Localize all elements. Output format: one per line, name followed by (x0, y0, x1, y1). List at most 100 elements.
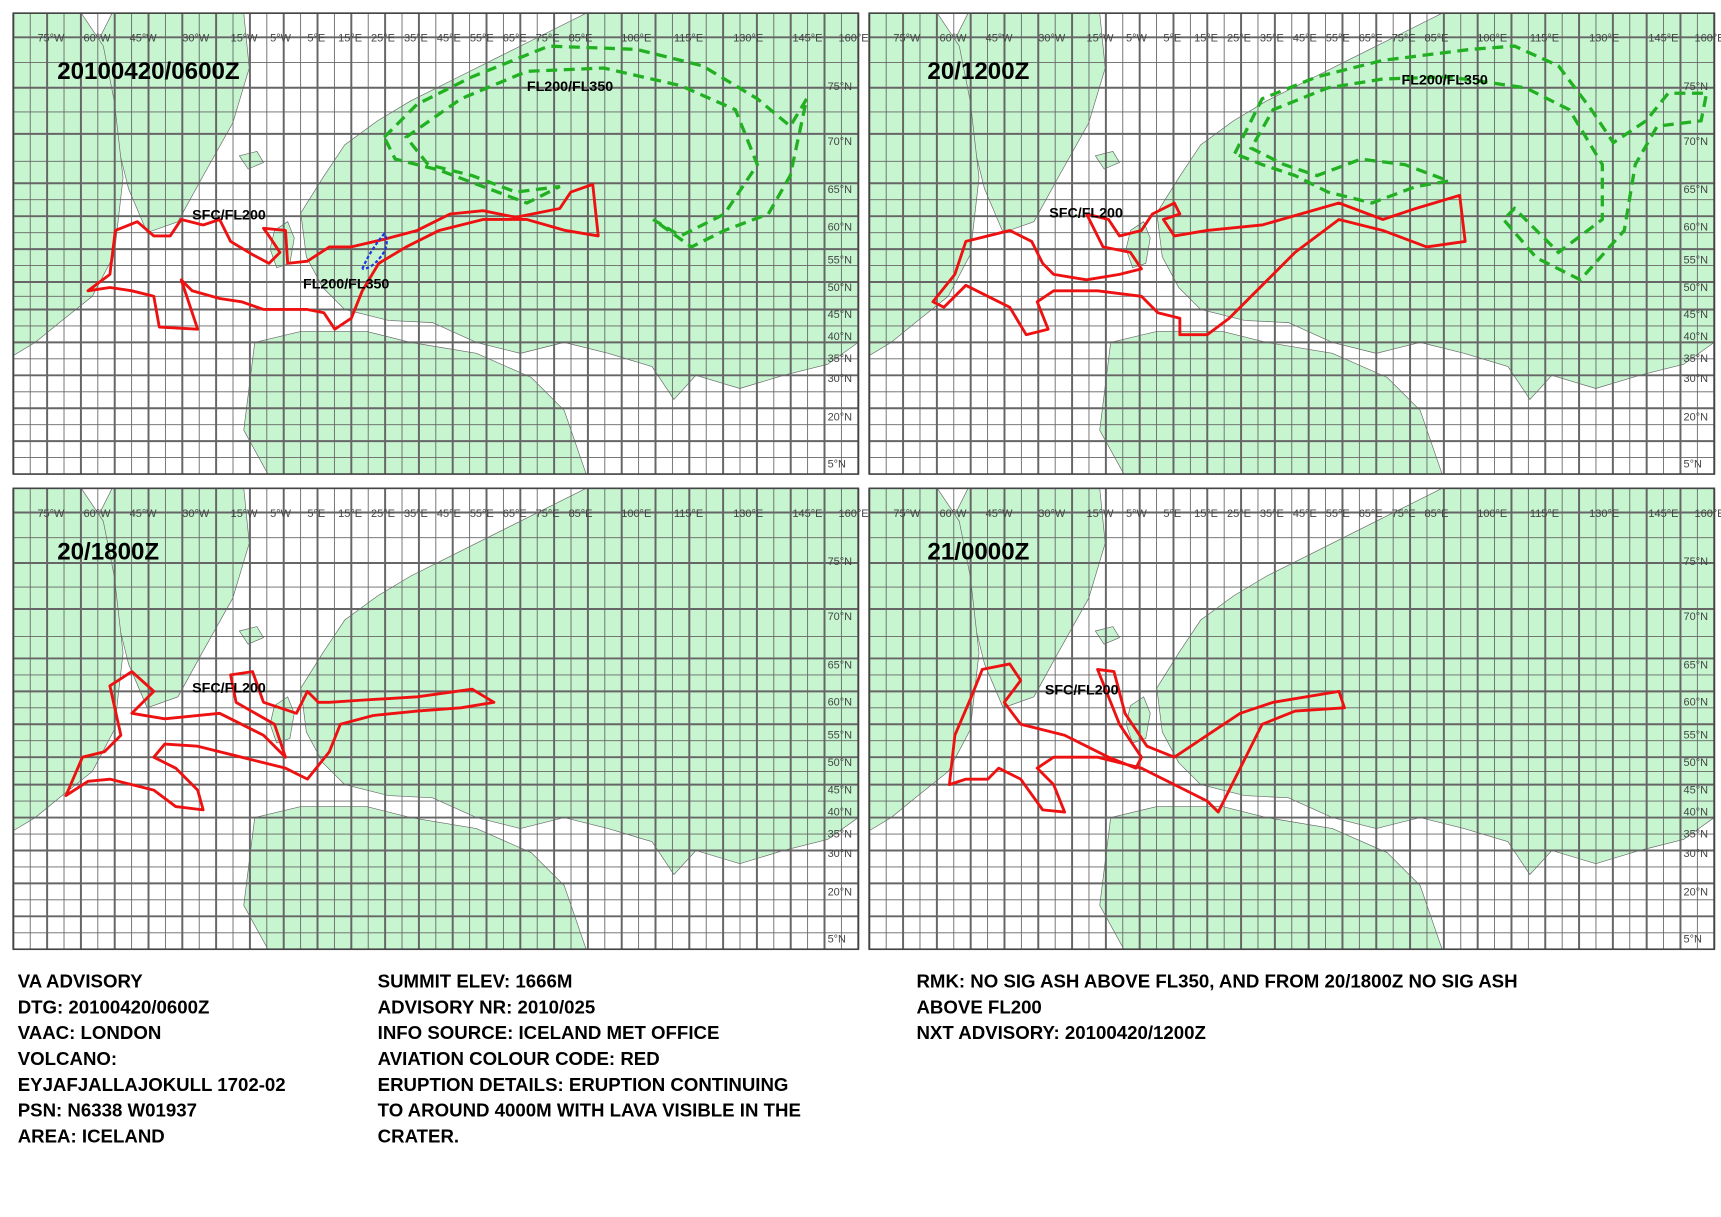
longitude-label: 30°W (1038, 508, 1066, 520)
longitude-label: 115°E (674, 508, 703, 520)
latitude-label: 50°N (1684, 282, 1709, 294)
latitude-label: 45°N (828, 309, 853, 321)
latitude-label: 20°N (1684, 886, 1709, 898)
map-panel: 75°W 60°W 45°W 30°W 15°W 5°W 5°E 15°E 25°E 35°E 45… (868, 487, 1721, 951)
ash-area-low (947, 662, 1346, 814)
longitude-label: 75°W (37, 508, 65, 520)
latitude-label: 50°N (828, 757, 853, 769)
land (243, 331, 587, 475)
latitude-label: 50°N (828, 282, 853, 294)
land (243, 806, 587, 950)
map-panel: 75°W 60°W 45°W 30°W 15°W 5°W 5°E 15°E 25°E 35°E 45… (12, 487, 869, 951)
longitude-label: 100°E (621, 33, 651, 45)
latitude-label: 60°N (1684, 697, 1709, 709)
longitude-label: 60°W (940, 508, 968, 520)
longitude-label: 45°E (1293, 33, 1317, 45)
longitude-label: 145°E (1648, 33, 1678, 45)
latitude-label: 5°N (828, 458, 846, 470)
land (1099, 331, 1443, 475)
longitude-label: 35°E (1260, 33, 1284, 45)
map-panel: 75°W 60°W 45°W 30°W 15°W 5°W 5°E 15°E 25°E 35°E 45… (12, 12, 869, 475)
latitude-label: 30°N (1684, 373, 1709, 385)
latitude-label: 75°N (1684, 556, 1709, 568)
longitude-label: 55°E (1326, 508, 1350, 520)
longitude-label: 145°E (1648, 508, 1678, 520)
level-label: SFC/FL200 (1049, 205, 1123, 221)
latitude-label: 70°N (1684, 136, 1709, 148)
longitude-label: 5°W (270, 33, 291, 45)
panel-frame (12, 487, 860, 951)
latitude-label: 45°N (1684, 784, 1709, 796)
longitude-label: 85°E (1425, 33, 1449, 45)
level-label: FL200/FL350 (1402, 72, 1488, 88)
latitude-label: 70°N (828, 136, 853, 148)
longitude-label: 65°E (503, 33, 527, 45)
longitude-label: 75°W (893, 33, 921, 45)
latitude-label: 65°N (1684, 184, 1709, 196)
latitude-label: 30°N (828, 848, 853, 860)
latitude-label: 75°N (828, 81, 853, 93)
panel-frame (12, 12, 860, 475)
longitude-label: 160°E (839, 33, 869, 45)
ash-area-high (1232, 44, 1709, 282)
advisory-line: VAAC: LONDON (18, 1022, 162, 1043)
latitude-label: 60°N (828, 221, 853, 233)
longitude-label: 5°E (307, 33, 325, 45)
longitude-label: 75°W (893, 508, 921, 520)
longitude-label: 15°E (338, 508, 362, 520)
longitude-label: 15°E (338, 33, 362, 45)
longitude-label: 15°W (1087, 508, 1115, 520)
longitude-label: 145°E (792, 33, 822, 45)
longitude-label: 45°E (1293, 508, 1317, 520)
longitude-label: 5°E (307, 508, 325, 520)
latitude-label: 40°N (1684, 806, 1709, 818)
ash-area-low (931, 193, 1467, 337)
latitude-label: 55°N (828, 730, 853, 742)
longitude-label: 60°W (84, 508, 112, 520)
longitude-label: 75°E (1392, 33, 1416, 45)
land (1094, 151, 1120, 170)
longitude-label: 5°E (1163, 33, 1181, 45)
latitude-label: 60°N (1684, 221, 1709, 233)
longitude-label: 35°E (1260, 508, 1284, 520)
longitude-label: 15°W (1087, 33, 1115, 45)
advisory-line: RMK: NO SIG ASH ABOVE FL350, AND FROM 20… (916, 971, 1517, 992)
latitude-label: 50°N (1684, 757, 1709, 769)
forecast-time: 21/0000Z (927, 539, 1029, 566)
latitude-label: 5°N (828, 934, 846, 946)
advisory-line: SUMMIT ELEV: 1666M (378, 971, 573, 992)
forecast-time: 20/1200Z (927, 58, 1029, 85)
longitude-label: 85°E (569, 33, 593, 45)
latitude-label: 45°N (828, 784, 853, 796)
level-label: FL200/FL350 (527, 79, 613, 95)
ash-area-low (64, 670, 496, 812)
advisory-line: TO AROUND 4000M WITH LAVA VISIBLE IN THE (378, 1100, 801, 1121)
forecast-time: 20/1800Z (57, 539, 159, 566)
longitude-label: 25°E (1227, 33, 1251, 45)
longitude-label: 15°E (1194, 33, 1218, 45)
longitude-label: 85°E (1425, 508, 1449, 520)
longitude-label: 25°E (1227, 508, 1251, 520)
land (238, 151, 264, 170)
longitude-label: 65°E (1359, 508, 1383, 520)
advisory-line: PSN: N6338 W01937 (18, 1100, 197, 1121)
latitude-label: 55°N (828, 254, 853, 266)
panel-frame (868, 487, 1716, 951)
longitude-label: 85°E (569, 508, 593, 520)
longitude-label: 25°E (371, 33, 395, 45)
ash-area-low (86, 182, 600, 331)
latitude-label: 35°N (828, 828, 853, 840)
level-label: SFC/FL200 (192, 680, 266, 696)
latitude-label: 20°N (828, 886, 853, 898)
longitude-label: 75°E (536, 33, 560, 45)
longitude-label: 130°E (1589, 33, 1619, 45)
longitude-label: 15°W (231, 508, 259, 520)
longitude-label: 45°W (130, 33, 158, 45)
longitude-label: 5°E (1163, 508, 1181, 520)
latitude-label: 40°N (1684, 331, 1709, 343)
latitude-label: 55°N (1684, 730, 1709, 742)
latitude-label: 55°N (1684, 254, 1709, 266)
longitude-label: 160°E (1695, 508, 1721, 520)
level-label: SFC/FL200 (192, 207, 266, 223)
